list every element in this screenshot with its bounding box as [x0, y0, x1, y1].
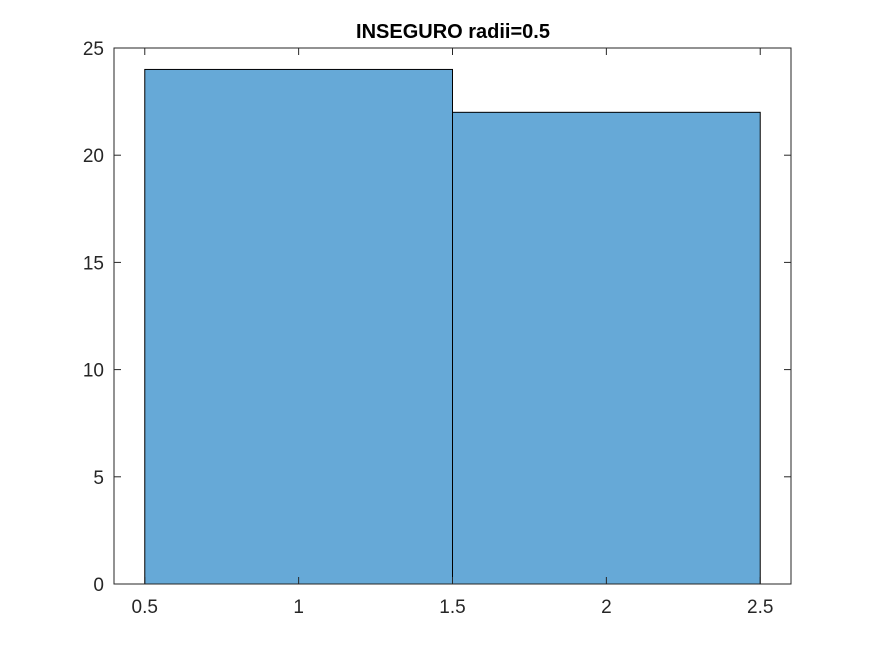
y-tick-label: 5 — [93, 468, 104, 489]
histogram-bar-1 — [144, 68, 453, 585]
histogram-bar-2 — [452, 111, 761, 585]
y-tick-label: 0 — [93, 575, 104, 596]
x-tick-label: 0.5 — [132, 597, 158, 618]
x-tick-label: 2.5 — [747, 597, 773, 618]
y-tick-label: 15 — [83, 253, 104, 274]
x-axis-ticks: 0.5 1 1.5 2 2.5 — [132, 48, 773, 618]
y-tick-label: 25 — [83, 39, 104, 60]
chart-title: INSEGURO radii=0.5 — [356, 21, 550, 43]
y-tick-label: 20 — [83, 146, 104, 167]
x-tick-label: 1.5 — [439, 597, 465, 618]
x-tick-label: 1 — [293, 597, 304, 618]
y-axis-ticks: 0 5 10 15 20 25 — [83, 39, 791, 596]
bars-group — [144, 68, 761, 585]
y-tick-label: 10 — [83, 361, 104, 382]
x-tick-label: 2 — [601, 597, 612, 618]
axes-box — [113, 47, 792, 585]
